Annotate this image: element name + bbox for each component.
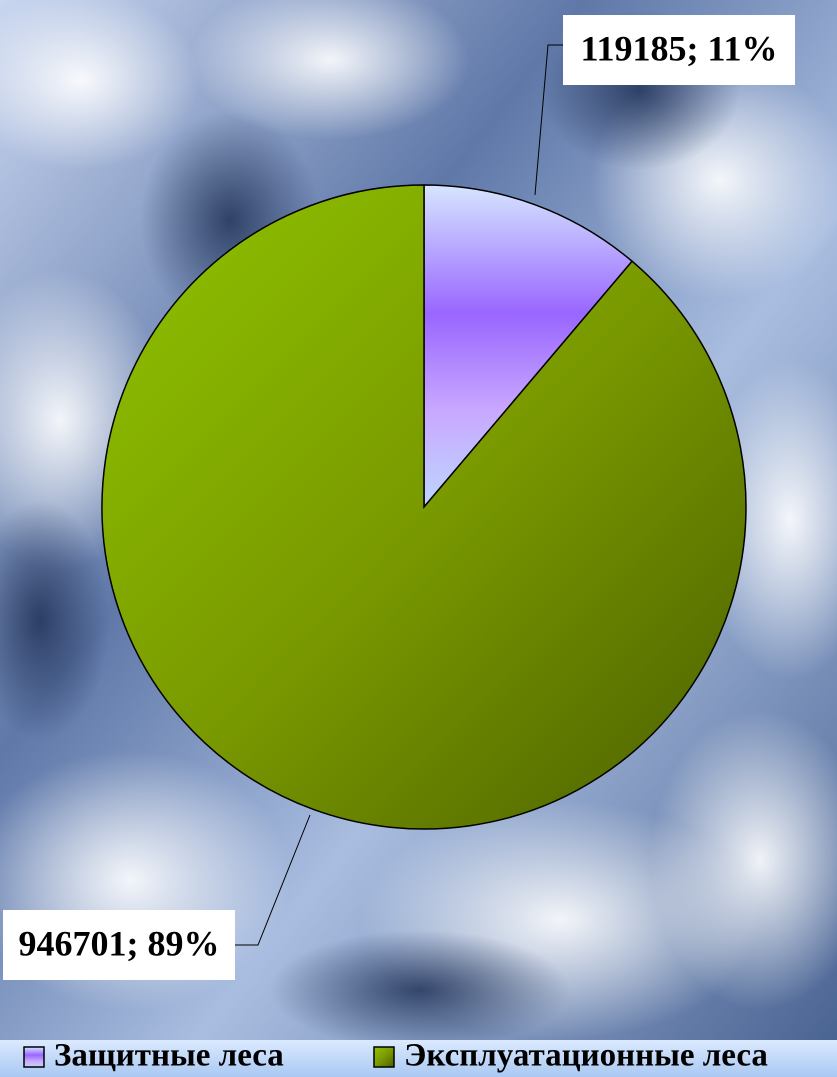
pie-slice	[102, 185, 746, 829]
legend-label: Эксплуатационные леса	[404, 1038, 768, 1074]
chart: 119185; 11% 946701; 89% Защитные леса Эксп…	[0, 0, 837, 1077]
legend-swatch	[24, 1047, 44, 1067]
legend-swatch	[374, 1047, 394, 1067]
pie	[102, 185, 746, 829]
page: 119185; 11% 946701; 89% Защитные леса Эксп…	[0, 0, 837, 1077]
data-label: 946701; 89%	[19, 923, 220, 963]
legend-label: Защитные леса	[54, 1038, 284, 1074]
data-label: 119185; 11%	[580, 28, 777, 68]
